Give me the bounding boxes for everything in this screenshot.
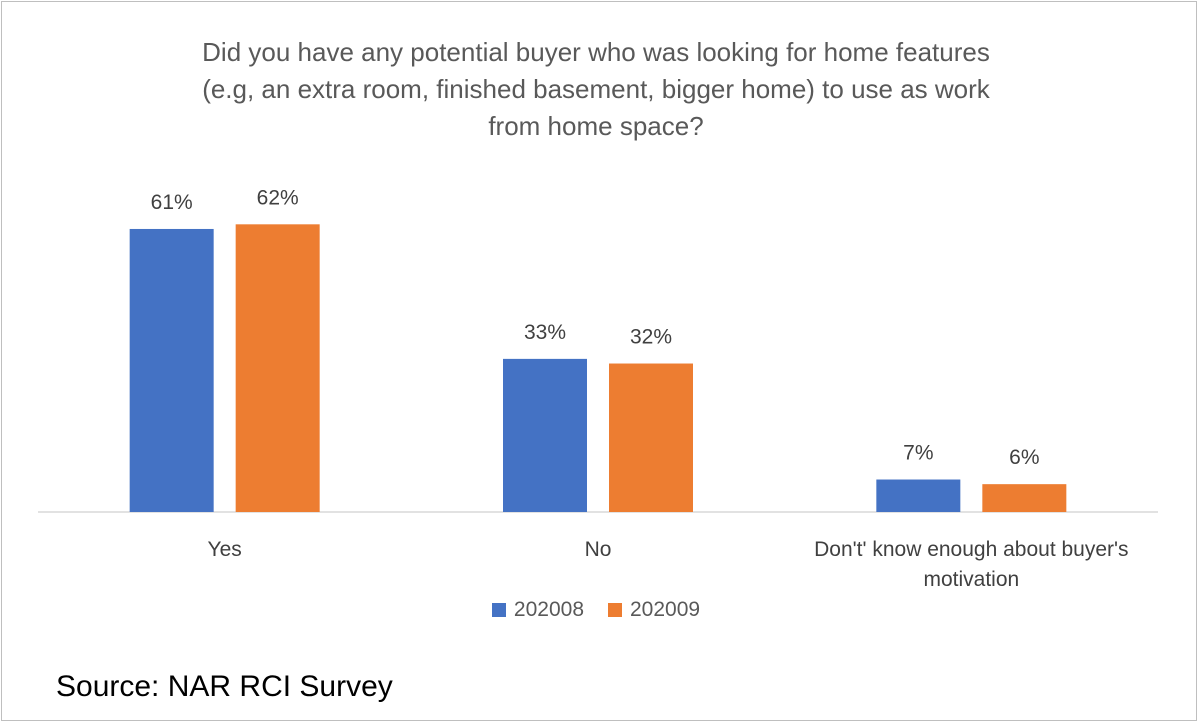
x-tick-label: No bbox=[585, 538, 612, 561]
chart-title: Did you have any potential buyer who was… bbox=[0, 34, 1192, 145]
x-tick-label: Yes bbox=[208, 538, 242, 561]
bar-202009-0 bbox=[235, 224, 320, 512]
legend-label: 202008 bbox=[513, 598, 584, 621]
chart-title-line: Did you have any potential buyer who was… bbox=[202, 37, 990, 67]
chart-title-line: (e.g, an extra room, finished basement, … bbox=[202, 74, 990, 104]
bar-202009-1 bbox=[609, 363, 693, 512]
data-label: 7% bbox=[903, 442, 933, 465]
legend-label: 202009 bbox=[630, 598, 701, 621]
data-label: 6% bbox=[1009, 446, 1039, 469]
data-label: 61% bbox=[151, 191, 193, 214]
legend-swatch bbox=[608, 603, 622, 617]
x-tick-label: Don't' know enough about buyer's bbox=[814, 538, 1128, 561]
chart-legend: 202008 202009 bbox=[0, 598, 1192, 622]
legend-swatch bbox=[491, 603, 506, 617]
legend-item-202008: 202008 bbox=[491, 598, 584, 622]
bar-202008-1 bbox=[503, 358, 587, 512]
x-tick-label: motivation bbox=[923, 568, 1019, 591]
bar-202008-0 bbox=[129, 228, 214, 512]
bar-202008-2 bbox=[876, 479, 961, 512]
data-label: 62% bbox=[257, 186, 299, 209]
chart-title-line: from home space? bbox=[488, 111, 704, 141]
source-note: Source: NAR RCI Survey bbox=[56, 670, 393, 703]
data-label: 32% bbox=[630, 326, 672, 349]
data-label: 33% bbox=[524, 321, 566, 344]
legend-item-202009: 202009 bbox=[608, 598, 700, 622]
bar-202009-2 bbox=[982, 484, 1067, 512]
bar-chart-plot: 61% 62% Yes 33% 32% No 7% 6% Don't' know enough … bbox=[38, 186, 1158, 591]
